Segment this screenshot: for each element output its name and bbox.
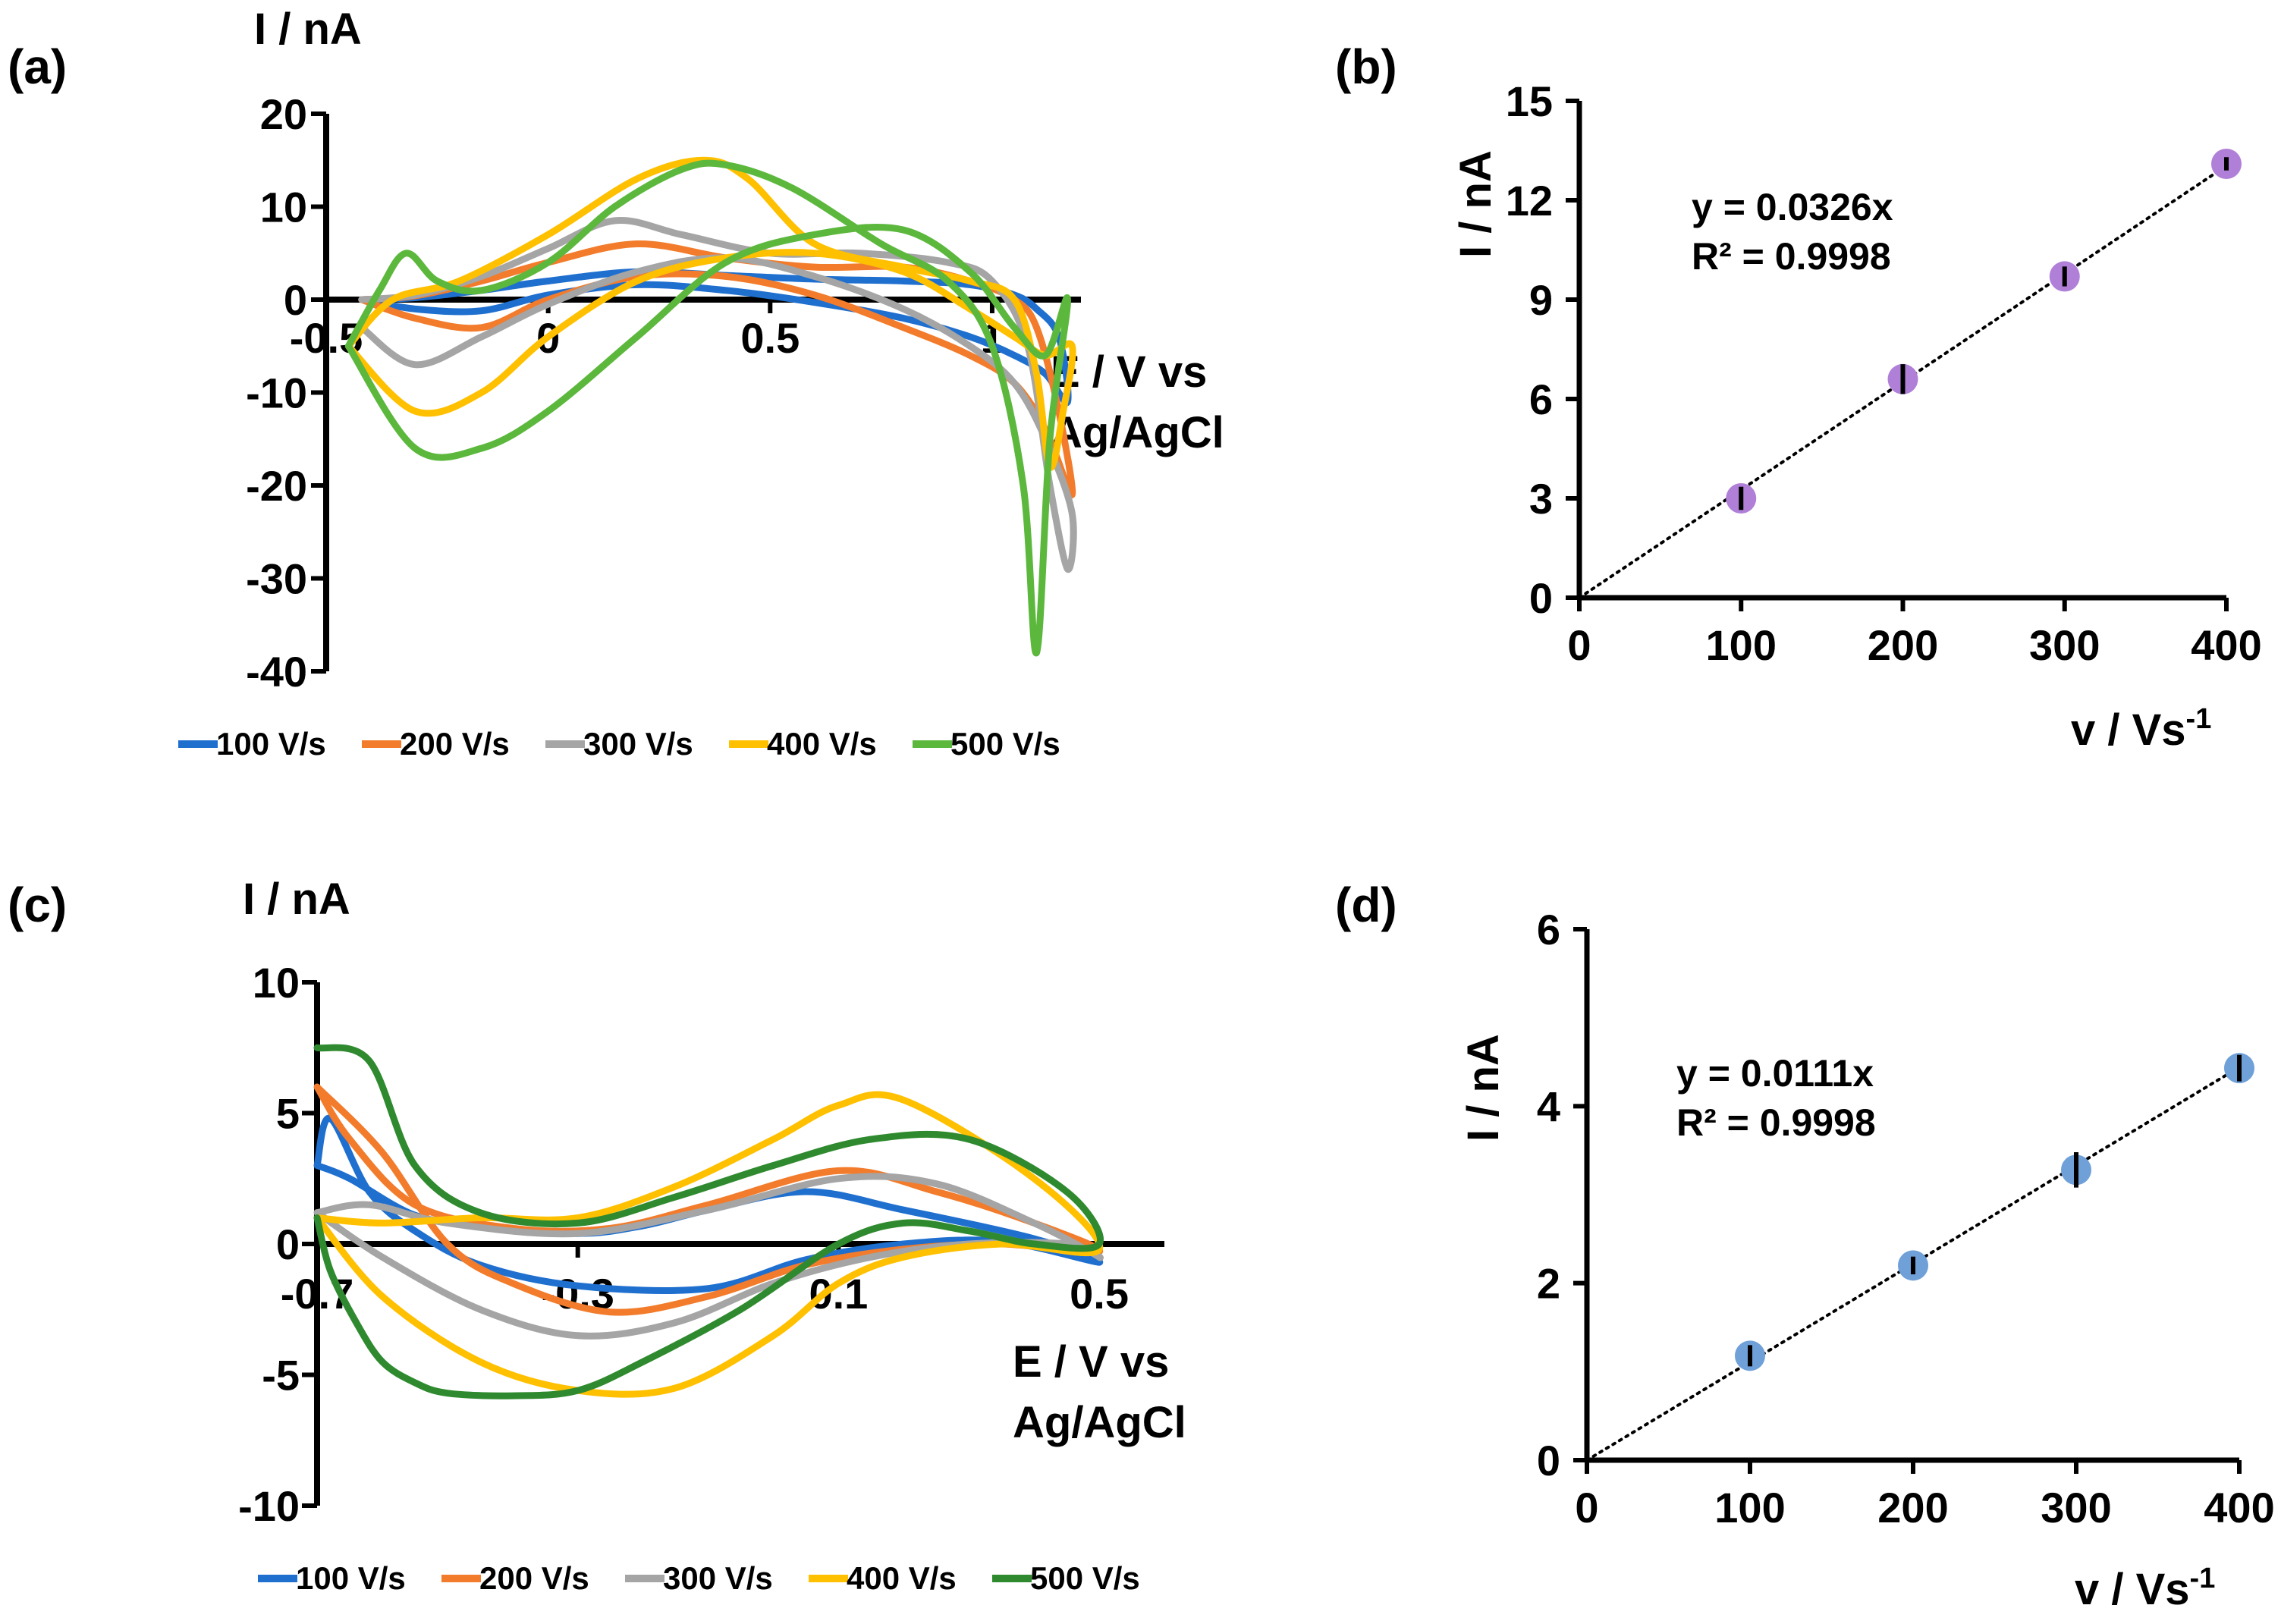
panel-c: (c) I / nA E / V vs Ag/AgCl 1050-5-10-0.… — [8, 875, 1186, 1596]
panel-a-ytick-label: 0 — [284, 276, 307, 324]
panel-d-series — [1585, 1053, 2254, 1462]
panel-c-ytick-label: 5 — [276, 1090, 300, 1138]
panel-a-legend-label: 400 V/s — [767, 726, 877, 762]
panel-d-ytick-label: 2 — [1537, 1260, 1560, 1308]
panel-c-series-line — [313, 1173, 1104, 1340]
panel-d-r2: R² = 0.9998 — [1676, 1101, 1876, 1144]
panel-c-ytick-label: -5 — [262, 1352, 300, 1399]
panel-a: (a) I / nA E / V vs Ag/AgCl 20 10 0 -10 -20 -… — [8, 5, 1224, 762]
panel-c-ytick-label: 0 — [276, 1220, 300, 1268]
panel-d: (d) I / nA v / Vs-1 y = 0.0111x R² = 0.9… — [1335, 878, 2275, 1614]
panel-a-ytick-label: 20 — [260, 90, 307, 138]
panel-b-xtick-label: 200 — [1868, 621, 1938, 669]
panel-b-ytick-label: 9 — [1529, 276, 1553, 324]
panel-b-xlabel-sup: -1 — [2186, 703, 2212, 735]
panel-a-legend-label: 200 V/s — [400, 726, 510, 762]
panel-b-xtick-label: 0 — [1567, 621, 1591, 669]
panel-d-xtick-label: 100 — [1714, 1484, 1785, 1531]
panel-b-ytick-label: 12 — [1506, 177, 1553, 225]
panel-b-ytick-label: 6 — [1529, 375, 1553, 423]
panel-a-ytick-label: -10 — [246, 369, 307, 417]
panel-d-ylabel: I / nA — [1459, 1034, 1508, 1142]
panel-b-xtick-label: 100 — [1706, 621, 1777, 669]
panel-a-legend: 100 V/s 200 V/s 300 V/s 400 V/s 500 V/s — [178, 726, 1060, 762]
panel-b-ytick-label: 15 — [1506, 77, 1553, 125]
panel-c-ytick-label: -10 — [238, 1482, 300, 1530]
panel-a-ytick-label: -40 — [246, 648, 307, 696]
panel-a-series-line — [344, 156, 1076, 471]
panel-c-xlabel-line1: E / V vs — [1013, 1337, 1169, 1387]
panel-a-xtick-label: 0.5 — [740, 314, 800, 362]
panel-c-series — [313, 1044, 1104, 1399]
panel-b-label: (b) — [1335, 39, 1397, 94]
panel-b-equation: y = 0.0326x — [1692, 186, 1893, 228]
panel-d-xtick-label: 300 — [2041, 1484, 2111, 1531]
panel-d-ytick-label: 6 — [1537, 906, 1560, 953]
panel-a-legend-label: 100 V/s — [216, 726, 326, 762]
panel-c-legend-label: 400 V/s — [847, 1560, 957, 1596]
panel-a-series-line — [358, 240, 1076, 498]
panel-b: (b) I / nA v / Vs-1 y = 0.0326x R² = 0.9… — [1335, 39, 2262, 755]
panel-a-ytick-label: -30 — [246, 555, 307, 603]
panel-d-label: (d) — [1335, 878, 1397, 932]
panel-b-ylabel: I / nA — [1451, 150, 1500, 258]
panel-b-ytick-label: 0 — [1529, 574, 1553, 622]
panel-c-label: (c) — [8, 878, 67, 932]
panel-d-xlabel-sup: -1 — [2190, 1563, 2216, 1594]
panel-c-xtick-label: 0.1 — [809, 1270, 868, 1318]
panel-a-series-line — [358, 216, 1077, 573]
panel-c-series-line — [313, 1044, 1104, 1399]
panel-b-xlabel: v / Vs-1 — [2071, 703, 2211, 755]
panel-d-axes: 0 2 4 6 0 100 200 300 400 — [1537, 906, 2275, 1531]
panel-b-ytick-label: 3 — [1529, 475, 1553, 523]
panel-b-xtick-label: 300 — [2029, 621, 2100, 669]
panel-d-xlabel: v / Vs-1 — [2075, 1563, 2215, 1614]
panel-b-series — [1578, 148, 2242, 599]
panel-a-xlabel-line2: Ag/AgCl — [1051, 408, 1224, 457]
panel-b-axes: 0 3 6 9 12 15 0 100 200 300 400 — [1506, 77, 2262, 669]
panel-a-label: (a) — [8, 39, 67, 94]
panel-a-series-line — [344, 159, 1071, 657]
panel-b-xtick-label: 400 — [2191, 621, 2261, 669]
panel-a-legend-label: 500 V/s — [950, 726, 1060, 762]
panel-c-ytick-label: 10 — [253, 959, 300, 1007]
panel-d-xtick-label: 200 — [1877, 1484, 1948, 1531]
panel-d-ytick-label: 0 — [1537, 1437, 1560, 1484]
panel-c-xlabel-line2: Ag/AgCl — [1013, 1398, 1186, 1447]
panel-b-r2: R² = 0.9998 — [1692, 235, 1891, 278]
panel-c-legend-label: 100 V/s — [296, 1560, 406, 1596]
panel-c-legend-label: 200 V/s — [479, 1560, 589, 1596]
panel-c-legend-label: 500 V/s — [1030, 1560, 1140, 1596]
panel-a-ytick-label: -20 — [246, 462, 307, 510]
panel-d-ytick-label: 4 — [1537, 1082, 1560, 1130]
panel-c-legend-label: 300 V/s — [663, 1560, 773, 1596]
panel-a-xlabel-line1: E / V vs — [1051, 347, 1207, 397]
panel-d-xlabel-base: v / Vs — [2075, 1565, 2190, 1614]
panel-c-ylabel: I / nA — [243, 875, 350, 924]
panel-d-equation: y = 0.0111x — [1676, 1052, 1874, 1095]
panel-c-xtick-label: 0.5 — [1070, 1270, 1129, 1318]
panel-a-ylabel: I / nA — [254, 5, 362, 54]
panel-a-legend-label: 300 V/s — [583, 726, 693, 762]
panel-c-legend: 100 V/s 200 V/s 300 V/s 400 V/s 500 V/s — [258, 1560, 1140, 1596]
panel-d-xtick-label: 400 — [2204, 1484, 2274, 1531]
panel-d-xtick-label: 0 — [1575, 1484, 1598, 1531]
panel-b-xlabel-base: v / Vs — [2071, 705, 2186, 755]
panel-a-ytick-label: 10 — [260, 184, 307, 231]
panel-a-series — [344, 156, 1077, 657]
